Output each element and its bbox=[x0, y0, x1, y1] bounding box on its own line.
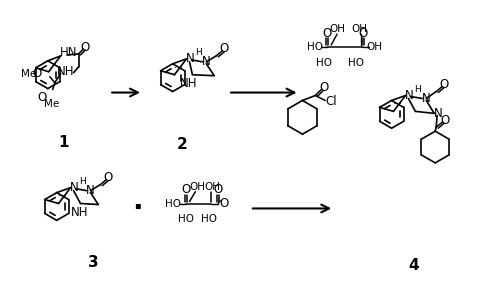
Text: O: O bbox=[440, 78, 449, 91]
Text: OH: OH bbox=[329, 24, 345, 34]
Text: N: N bbox=[86, 184, 95, 197]
Text: HO: HO bbox=[165, 198, 181, 208]
Text: N: N bbox=[202, 55, 211, 68]
Text: O: O bbox=[37, 91, 46, 104]
Text: Cl: Cl bbox=[325, 95, 337, 108]
Text: HO: HO bbox=[177, 214, 193, 224]
Text: N: N bbox=[434, 107, 442, 120]
Text: O: O bbox=[219, 43, 229, 56]
Text: O: O bbox=[358, 27, 367, 40]
Text: NH: NH bbox=[180, 77, 197, 90]
Text: HO: HO bbox=[308, 42, 323, 52]
Text: OH: OH bbox=[367, 42, 383, 52]
Text: 4: 4 bbox=[408, 259, 419, 273]
Text: ···: ··· bbox=[58, 191, 67, 201]
Text: O: O bbox=[441, 114, 450, 127]
Text: Me: Me bbox=[21, 69, 37, 79]
Text: O: O bbox=[81, 41, 90, 54]
Text: ···: ··· bbox=[393, 99, 402, 109]
Text: ·: · bbox=[132, 194, 142, 223]
Text: H: H bbox=[414, 85, 421, 94]
Text: N: N bbox=[186, 52, 195, 65]
Text: OH: OH bbox=[351, 24, 367, 34]
Text: 3: 3 bbox=[88, 255, 99, 271]
Text: OH: OH bbox=[204, 182, 220, 192]
Text: NH: NH bbox=[57, 65, 74, 78]
Text: ···: ··· bbox=[174, 63, 183, 73]
Text: HO: HO bbox=[348, 58, 364, 68]
Text: HN: HN bbox=[60, 47, 77, 59]
Text: O: O bbox=[104, 171, 113, 184]
Text: 2: 2 bbox=[177, 137, 188, 152]
Text: O: O bbox=[214, 183, 223, 196]
Text: HO: HO bbox=[201, 214, 217, 224]
Text: NH: NH bbox=[71, 206, 88, 219]
Text: O: O bbox=[219, 197, 229, 210]
Text: Me: Me bbox=[44, 99, 59, 109]
Text: O: O bbox=[32, 67, 41, 80]
Text: N: N bbox=[70, 181, 79, 194]
Text: OH: OH bbox=[189, 182, 205, 192]
Text: N: N bbox=[405, 89, 414, 102]
Text: 1: 1 bbox=[58, 135, 69, 149]
Text: HO: HO bbox=[316, 58, 332, 68]
Text: O: O bbox=[181, 183, 190, 196]
Text: N: N bbox=[422, 92, 430, 105]
Text: O: O bbox=[322, 27, 332, 40]
Text: H: H bbox=[79, 177, 86, 186]
Text: H: H bbox=[195, 48, 202, 57]
Text: O: O bbox=[320, 81, 329, 94]
